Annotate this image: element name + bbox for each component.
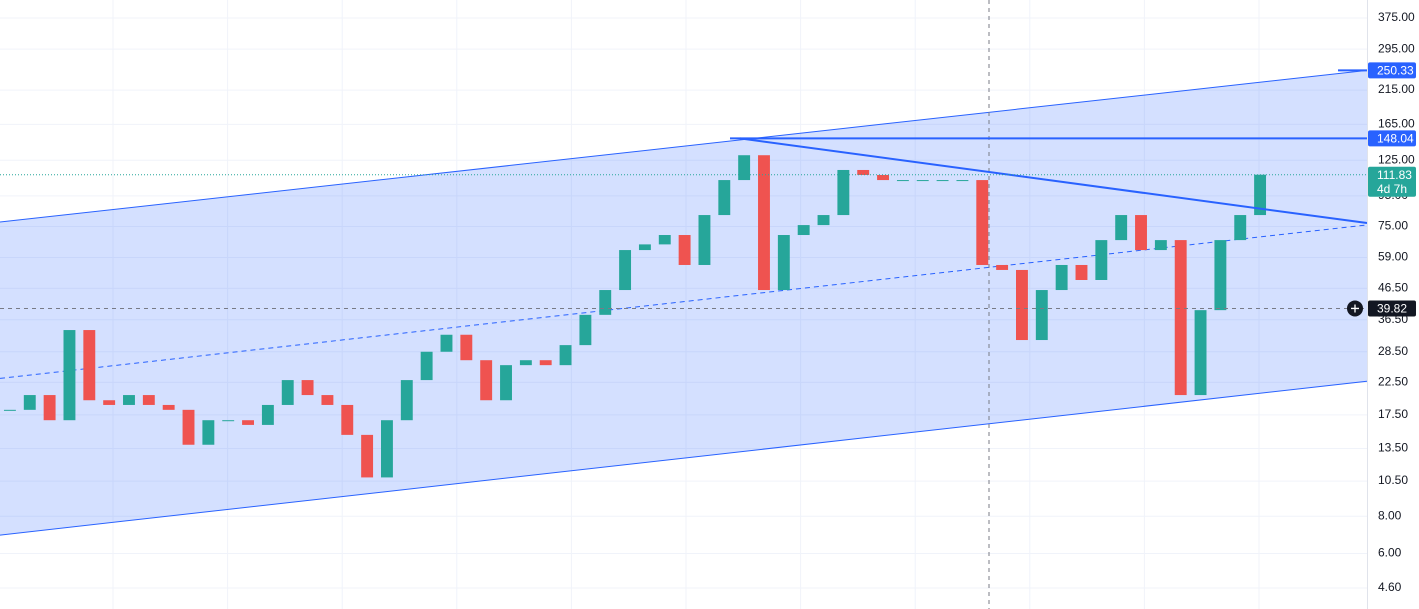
candle bbox=[599, 290, 612, 315]
price-label-bg bbox=[1368, 300, 1416, 317]
candle bbox=[43, 395, 56, 421]
candle bbox=[678, 235, 691, 265]
y-tick-label: 215.00 bbox=[1378, 82, 1415, 96]
countdown: 4d 7h bbox=[1377, 182, 1407, 196]
y-tick-label: 8.00 bbox=[1378, 508, 1402, 522]
candle bbox=[777, 235, 790, 291]
candle bbox=[162, 404, 175, 410]
candle bbox=[857, 169, 870, 175]
candle bbox=[83, 330, 96, 401]
candle bbox=[976, 180, 989, 265]
candle bbox=[1234, 215, 1247, 241]
candle bbox=[420, 351, 433, 381]
channel-lower bbox=[0, 380, 1368, 536]
candle bbox=[817, 215, 830, 226]
candle bbox=[1214, 240, 1227, 311]
y-tick-label: 165.00 bbox=[1378, 117, 1415, 131]
candle bbox=[281, 380, 294, 405]
plus-icon bbox=[1351, 304, 1359, 313]
y-tick-label: 28.50 bbox=[1378, 344, 1408, 358]
candle bbox=[1055, 264, 1068, 291]
candle bbox=[1075, 264, 1088, 281]
candle bbox=[1035, 290, 1048, 341]
candle bbox=[261, 404, 274, 425]
candle bbox=[1135, 215, 1147, 251]
price-label-bg bbox=[1368, 62, 1416, 79]
candle bbox=[1174, 240, 1187, 396]
candle bbox=[718, 180, 731, 216]
candle bbox=[361, 434, 374, 478]
candle bbox=[1016, 269, 1028, 341]
candle bbox=[301, 380, 314, 396]
candle bbox=[341, 404, 354, 435]
y-tick-label: 59.00 bbox=[1378, 250, 1408, 264]
candle bbox=[956, 180, 969, 182]
candle bbox=[440, 334, 453, 352]
y-tick-label: 46.50 bbox=[1378, 281, 1408, 295]
candle bbox=[758, 155, 770, 291]
trendline bbox=[739, 137, 1368, 225]
candle bbox=[896, 180, 909, 182]
candle bbox=[559, 345, 572, 366]
candle bbox=[1154, 240, 1167, 251]
candle bbox=[3, 409, 16, 411]
candle bbox=[400, 380, 413, 421]
candle bbox=[579, 314, 592, 346]
candle bbox=[1194, 310, 1207, 396]
candle bbox=[321, 395, 334, 405]
y-tick-label: 295.00 bbox=[1378, 41, 1415, 55]
candle bbox=[638, 244, 651, 251]
candle bbox=[222, 420, 235, 422]
candle bbox=[797, 225, 810, 236]
candle bbox=[480, 360, 493, 401]
y-tick-label: 6.00 bbox=[1378, 546, 1402, 560]
candle bbox=[996, 264, 1009, 270]
candle bbox=[658, 235, 671, 245]
candle bbox=[63, 330, 76, 421]
candle bbox=[123, 395, 135, 405]
y-tick-label: 10.50 bbox=[1378, 473, 1408, 487]
candle bbox=[500, 365, 512, 401]
candle bbox=[698, 215, 711, 265]
candle bbox=[381, 420, 393, 478]
candle bbox=[182, 409, 195, 445]
channel-fill bbox=[0, 70, 1367, 536]
y-tick-label: 17.50 bbox=[1378, 407, 1408, 421]
candle bbox=[936, 180, 949, 182]
y-tick-label: 4.60 bbox=[1378, 580, 1402, 594]
price-label-bg bbox=[1368, 166, 1416, 197]
price-label: 111.83 bbox=[1377, 168, 1412, 182]
candle bbox=[519, 360, 532, 366]
candle bbox=[619, 250, 632, 291]
candle bbox=[1115, 215, 1128, 241]
candle bbox=[23, 395, 36, 410]
price-label: 39.82 bbox=[1377, 302, 1407, 316]
price-label: 148.04 bbox=[1377, 132, 1414, 146]
candle bbox=[1254, 174, 1267, 216]
price-label-bg bbox=[1368, 130, 1416, 147]
candle bbox=[738, 155, 751, 181]
channel-upper bbox=[0, 69, 1368, 223]
y-tick-label: 75.00 bbox=[1378, 219, 1408, 233]
candle bbox=[1095, 240, 1108, 281]
y-tick-label: 375.00 bbox=[1378, 10, 1415, 24]
candle bbox=[837, 169, 850, 216]
y-tick-label: 22.50 bbox=[1378, 375, 1408, 389]
candle bbox=[103, 400, 116, 405]
channel-middle bbox=[0, 224, 1368, 379]
candle bbox=[202, 420, 215, 445]
candle bbox=[142, 395, 155, 405]
y-tick-label: 13.50 bbox=[1378, 441, 1408, 455]
candle bbox=[916, 180, 929, 182]
candle bbox=[539, 360, 552, 366]
candle bbox=[877, 174, 889, 181]
candle bbox=[460, 334, 473, 361]
price-label: 250.33 bbox=[1377, 64, 1414, 78]
y-tick-label: 125.00 bbox=[1378, 152, 1415, 166]
candle bbox=[242, 420, 254, 425]
